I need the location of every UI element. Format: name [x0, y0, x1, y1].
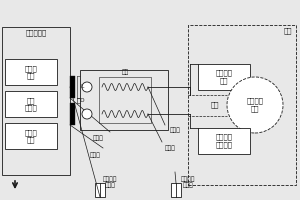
Text: L: L — [80, 84, 84, 90]
Text: 正触点: 正触点 — [165, 145, 176, 151]
Circle shape — [82, 82, 92, 92]
Text: 正电极: 正电极 — [90, 152, 101, 158]
Text: 定位控制
模块: 定位控制 模块 — [215, 70, 232, 84]
Bar — [70, 103, 75, 125]
Bar — [188, 25, 296, 185]
Text: 机器人本体: 机器人本体 — [26, 30, 46, 36]
Text: 弹簧: 弹簧 — [122, 69, 129, 75]
Bar — [5, 59, 57, 85]
Text: 充电: 充电 — [284, 28, 292, 34]
Text: 光电开关
接收器: 光电开关 接收器 — [181, 176, 195, 188]
Text: 负触点: 负触点 — [170, 127, 181, 133]
Text: 推杆: 推杆 — [211, 102, 219, 108]
Text: 负电极: 负电极 — [93, 135, 104, 141]
Text: D: D — [80, 98, 84, 103]
Text: 电池充电
开关电源: 电池充电 开关电源 — [215, 134, 232, 148]
Bar — [198, 64, 250, 90]
Text: 电控制
模块: 电控制 模块 — [25, 65, 38, 79]
Text: 直流减速
电机: 直流减速 电机 — [247, 98, 263, 112]
Bar — [99, 77, 151, 123]
Text: 用充电
电池: 用充电 电池 — [25, 129, 38, 143]
Text: 光电开关
发射器: 光电开关 发射器 — [103, 176, 117, 188]
Bar — [171, 183, 181, 197]
Text: 直流
接触器: 直流 接触器 — [25, 97, 38, 111]
Bar — [95, 183, 105, 197]
Bar — [80, 70, 168, 130]
Circle shape — [82, 109, 92, 119]
Bar — [2, 27, 70, 175]
Bar — [70, 76, 75, 98]
Bar — [5, 91, 57, 117]
Bar — [198, 128, 250, 154]
Bar — [5, 123, 57, 149]
Circle shape — [227, 77, 283, 133]
